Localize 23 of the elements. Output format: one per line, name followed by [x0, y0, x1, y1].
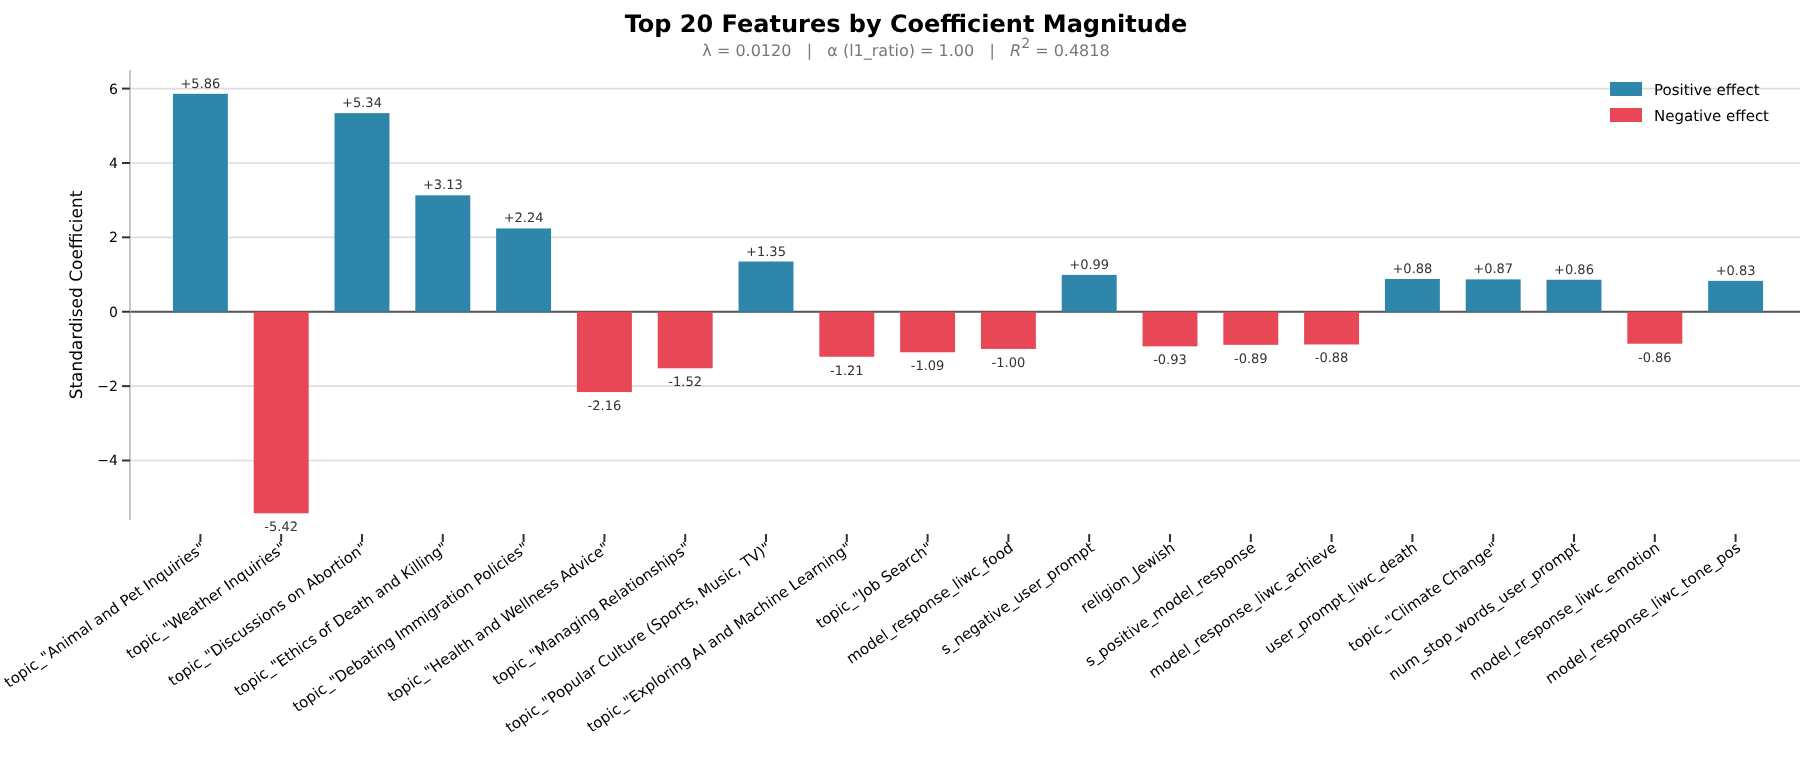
bar — [1708, 280, 1764, 312]
bar — [819, 311, 875, 357]
bar — [415, 195, 471, 312]
bar — [1223, 311, 1279, 345]
bar — [738, 261, 794, 312]
bar — [1465, 279, 1521, 312]
bar — [1061, 274, 1117, 312]
bar — [1627, 311, 1683, 344]
bar — [172, 93, 228, 312]
bar — [657, 311, 713, 369]
bar — [1546, 279, 1602, 312]
y-axis-title: Standardised Coefficient — [68, 189, 88, 400]
bar — [1142, 311, 1198, 347]
bar — [900, 311, 956, 353]
bar — [980, 311, 1036, 349]
bar — [576, 311, 632, 393]
bar — [253, 311, 309, 514]
bar — [334, 113, 390, 312]
chart-title: Top 20 Features by Coefficient Magnitude — [624, 10, 1188, 38]
bar — [1384, 279, 1440, 312]
bar — [1304, 311, 1360, 345]
chart-subtitle: λ = 0.0120 | α (l1_ratio) = 1.00 | R$^{2}$ = 0.4818 — [702, 36, 1110, 60]
bar — [496, 228, 552, 312]
